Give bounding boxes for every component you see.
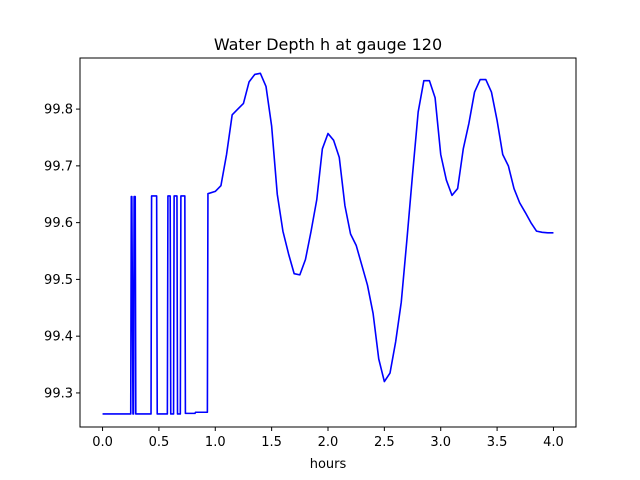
y-tick-label: 99.8 bbox=[44, 103, 73, 118]
y-tick-label: 99.3 bbox=[44, 386, 73, 401]
x-axis: 0.0 0.5 1.0 1.5 2.0 2.5 3.0 3.5 4.0 bbox=[92, 427, 564, 450]
x-tick-label: 0.0 bbox=[92, 435, 113, 450]
plot-area bbox=[102, 72, 554, 415]
x-tick-label: 1.5 bbox=[261, 435, 282, 450]
chart-title: Water Depth h at gauge 120 bbox=[214, 35, 442, 54]
y-tick-label: 99.7 bbox=[44, 159, 73, 174]
y-tick-label: 99.4 bbox=[44, 330, 73, 345]
y-tick-label: 99.6 bbox=[44, 216, 73, 231]
x-tick-label: 0.5 bbox=[149, 435, 170, 450]
series-line-1 bbox=[102, 72, 554, 415]
x-tick-label: 4.0 bbox=[543, 435, 564, 450]
x-tick-label: 2.5 bbox=[374, 435, 395, 450]
x-axis-label: hours bbox=[310, 457, 347, 472]
y-axis: 99.3 99.4 99.5 99.6 99.7 99.8 bbox=[44, 103, 80, 401]
x-tick-label: 3.0 bbox=[430, 435, 451, 450]
y-tick-label: 99.5 bbox=[44, 273, 73, 288]
x-tick-label: 3.5 bbox=[487, 435, 508, 450]
x-tick-label: 2.0 bbox=[318, 435, 339, 450]
x-tick-label: 1.0 bbox=[205, 435, 226, 450]
